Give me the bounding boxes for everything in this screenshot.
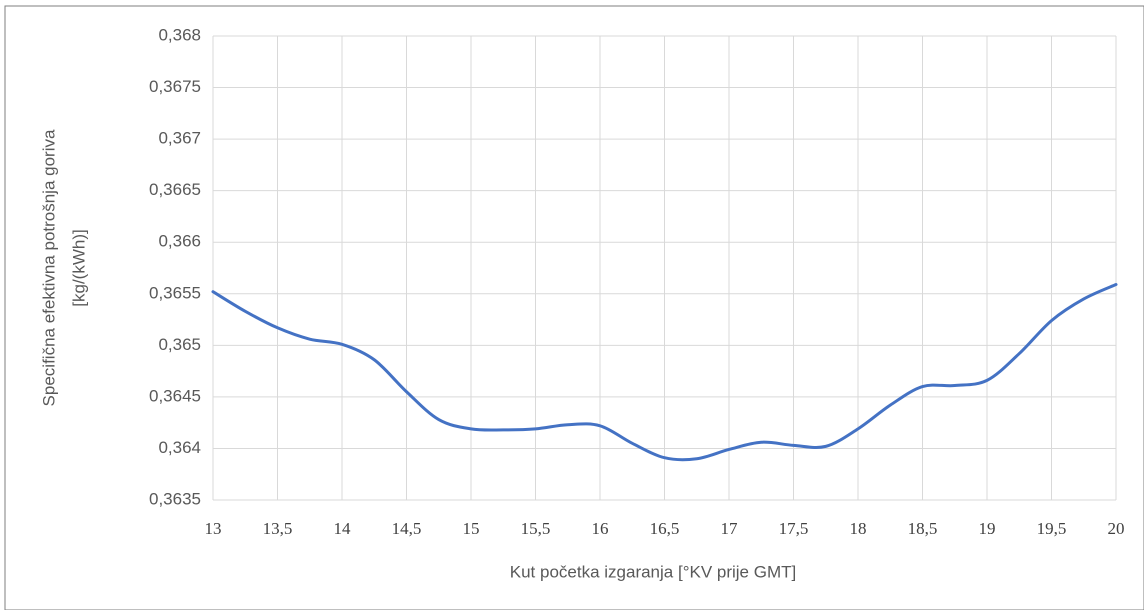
- y-tick-label: 0,3675: [149, 77, 201, 96]
- y-tick-label: 0,364: [158, 438, 201, 457]
- y-tick-label: 0,3635: [149, 489, 201, 508]
- x-tick-label: 19: [979, 519, 996, 538]
- y-tick-label: 0,366: [158, 232, 201, 251]
- x-tick-label: 15,5: [521, 519, 551, 538]
- x-tick-label: 16: [592, 519, 609, 538]
- y-tick-label: 0,3665: [149, 180, 201, 199]
- x-tick-label: 14: [334, 519, 352, 538]
- y-axis-label: Specifična efektivna potrošnja goriva: [39, 129, 58, 406]
- x-tick-label: 15: [463, 519, 480, 538]
- chart-frame: [4, 5, 1144, 610]
- y-axis-label: [kg/(kWh)]: [69, 229, 88, 306]
- x-tick-label: 17,5: [779, 519, 809, 538]
- x-axis-label: Kut početka izgaranja [°KV prije GMT]: [510, 562, 796, 581]
- x-tick-label: 18: [850, 519, 867, 538]
- x-tick-label: 18,5: [908, 519, 938, 538]
- x-tick-label: 13,5: [263, 519, 293, 538]
- x-tick-label: 14,5: [392, 519, 422, 538]
- x-tick-label: 20: [1108, 519, 1125, 538]
- x-tick-label: 16,5: [650, 519, 680, 538]
- y-tick-label: 0,368: [158, 25, 201, 44]
- y-tick-label: 0,3655: [149, 283, 201, 302]
- x-tick-label: 17: [721, 519, 739, 538]
- x-tick-label: 19,5: [1037, 519, 1067, 538]
- x-tick-label: 13: [205, 519, 222, 538]
- y-tick-label: 0,365: [158, 335, 201, 354]
- data-line: [211, 282, 1118, 462]
- y-tick-label: 0,3645: [149, 386, 201, 405]
- y-tick-label: 0,367: [158, 129, 201, 148]
